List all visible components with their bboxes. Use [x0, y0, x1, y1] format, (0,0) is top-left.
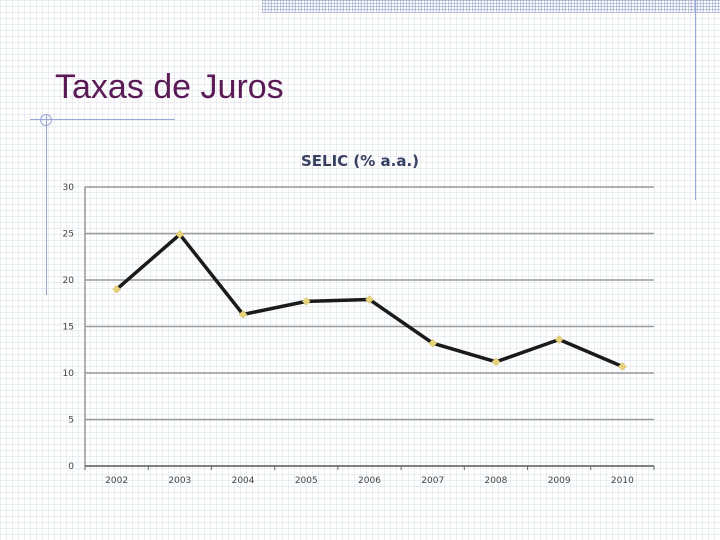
data-point — [428, 338, 438, 348]
x-tick-label: 2007 — [421, 476, 444, 486]
decorative-horizontal-line — [30, 119, 175, 120]
x-tick-label: 2006 — [358, 476, 381, 486]
y-tick-label: 10 — [63, 369, 75, 379]
y-tick-label: 15 — [63, 323, 74, 333]
decorative-top-band — [262, 0, 720, 13]
data-point — [554, 335, 564, 344]
decorative-vertical-line-left — [46, 115, 47, 295]
data-point — [238, 310, 248, 319]
decorative-vertical-line — [695, 0, 696, 200]
y-tick-label: 20 — [63, 276, 75, 286]
x-tick-label: 2009 — [548, 476, 571, 486]
x-tick-label: 2008 — [484, 476, 507, 486]
data-point — [618, 362, 627, 371]
x-tick-label: 2002 — [105, 476, 128, 486]
x-tick-label: 2010 — [611, 476, 634, 486]
data-point — [301, 297, 311, 306]
decorative-circle — [40, 114, 52, 126]
x-tick-label: 2005 — [295, 476, 318, 486]
data-point — [112, 284, 121, 294]
y-tick-label: 0 — [68, 462, 74, 472]
y-tick-label: 5 — [68, 416, 74, 426]
data-point — [365, 295, 374, 304]
y-tick-label: 30 — [63, 183, 75, 193]
data-point — [491, 357, 501, 367]
y-tick-label: 25 — [63, 230, 74, 240]
x-tick-label: 2003 — [168, 476, 191, 486]
chart-title: SELIC (% a.a.) — [300, 152, 420, 170]
data-point — [175, 230, 185, 239]
slide-title: Taxas de Juros — [55, 68, 284, 106]
x-tick-label: 2004 — [232, 476, 255, 486]
